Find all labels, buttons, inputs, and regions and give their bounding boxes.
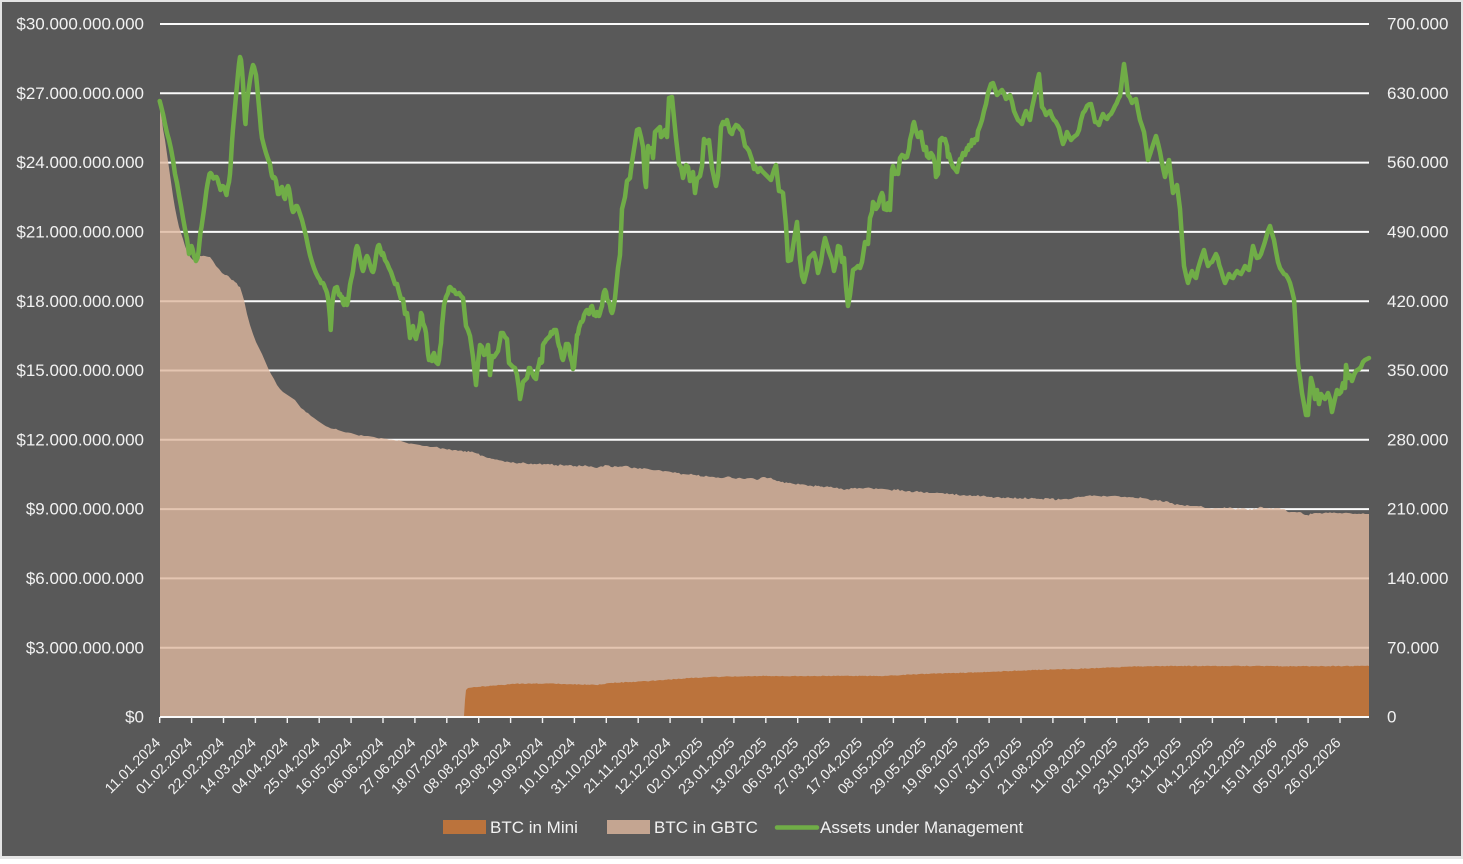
- svg-text:$6.000.000.000: $6.000.000.000: [26, 569, 144, 588]
- svg-text:210.000: 210.000: [1387, 500, 1448, 519]
- svg-text:Assets under Management: Assets under Management: [820, 818, 1023, 837]
- svg-text:$18.000.000.000: $18.000.000.000: [16, 292, 144, 311]
- svg-text:280.000: 280.000: [1387, 430, 1448, 449]
- svg-text:$24.000.000.000: $24.000.000.000: [16, 153, 144, 172]
- svg-text:140.000: 140.000: [1387, 569, 1448, 588]
- svg-text:350.000: 350.000: [1387, 361, 1448, 380]
- svg-text:630.000: 630.000: [1387, 84, 1448, 103]
- svg-text:$3.000.000.000: $3.000.000.000: [26, 638, 144, 657]
- svg-text:420.000: 420.000: [1387, 292, 1448, 311]
- svg-text:$27.000.000.000: $27.000.000.000: [16, 84, 144, 103]
- svg-text:$30.000.000.000: $30.000.000.000: [16, 15, 144, 34]
- svg-text:0: 0: [1387, 708, 1396, 727]
- svg-text:70.000: 70.000: [1387, 638, 1439, 657]
- svg-text:$21.000.000.000: $21.000.000.000: [16, 223, 144, 242]
- svg-text:$0: $0: [125, 708, 144, 727]
- svg-text:$9.000.000.000: $9.000.000.000: [26, 500, 144, 519]
- svg-text:BTC in GBTC: BTC in GBTC: [654, 818, 758, 837]
- svg-text:$12.000.000.000: $12.000.000.000: [16, 430, 144, 449]
- svg-text:700.000: 700.000: [1387, 15, 1448, 34]
- svg-text:BTC in Mini: BTC in Mini: [490, 818, 578, 837]
- svg-text:490.000: 490.000: [1387, 223, 1448, 242]
- svg-text:560.000: 560.000: [1387, 153, 1448, 172]
- svg-text:$15.000.000.000: $15.000.000.000: [16, 361, 144, 380]
